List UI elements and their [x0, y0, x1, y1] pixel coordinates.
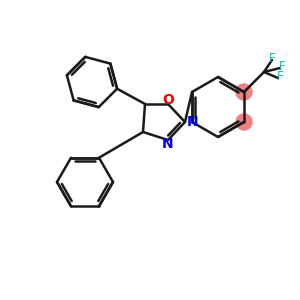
Text: O: O — [162, 93, 174, 107]
Circle shape — [236, 84, 252, 100]
Text: N: N — [162, 137, 174, 151]
Text: F: F — [269, 52, 275, 64]
Text: F: F — [277, 70, 283, 83]
Text: N: N — [187, 115, 199, 129]
Text: F: F — [279, 59, 285, 73]
Circle shape — [236, 114, 252, 130]
